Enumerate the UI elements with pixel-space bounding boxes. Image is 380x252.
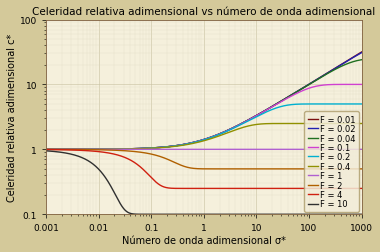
F = 10: [179, 213, 183, 216]
F = 0.02: [98, 148, 103, 151]
F = 0.2: [165, 146, 169, 149]
F = 2: [80, 148, 84, 151]
Line: F = 2: F = 2: [46, 150, 361, 169]
F = 0.04: [80, 148, 84, 151]
F = 0.02: [165, 146, 169, 149]
F = 0.02: [80, 148, 84, 151]
F = 1: [319, 148, 324, 151]
F = 4: [178, 187, 183, 190]
F = 0.02: [44, 148, 48, 151]
F = 0.04: [44, 148, 48, 151]
F = 0.01: [353, 55, 358, 58]
Legend: F = 0.01, F = 0.02, F = 0.04, F = 0.1, F = 0.2, F = 0.4, F = 1, F = 2, F = 4, F : F = 0.01, F = 0.02, F = 0.04, F = 0.1, F…: [304, 112, 359, 212]
F = 10: [44, 150, 48, 153]
F = 1: [165, 148, 169, 151]
F = 2: [178, 164, 183, 167]
F = 4: [359, 187, 364, 190]
F = 0.2: [342, 103, 347, 106]
F = 10: [80, 156, 84, 160]
F = 0.4: [80, 148, 84, 151]
F = 0.4: [319, 122, 324, 125]
F = 10: [359, 213, 364, 216]
F = 2: [353, 168, 358, 171]
F = 0.01: [165, 146, 169, 149]
Y-axis label: Celeridad relativa adimensional c*: Celeridad relativa adimensional c*: [7, 34, 17, 201]
F = 0.04: [319, 76, 324, 79]
F = 10: [163, 213, 168, 216]
F = 0.01: [98, 148, 103, 151]
F = 0.4: [353, 122, 358, 125]
X-axis label: Número de onda adimensional σ*: Número de onda adimensional σ*: [122, 235, 286, 245]
Line: F = 0.04: F = 0.04: [46, 60, 361, 150]
F = 10: [98, 170, 103, 173]
F = 1: [353, 148, 358, 151]
F = 4: [80, 149, 84, 152]
F = 0.1: [359, 84, 364, 87]
F = 4: [98, 151, 103, 154]
F = 1: [359, 148, 364, 151]
F = 1: [80, 148, 84, 151]
F = 4: [206, 187, 210, 190]
F = 1: [44, 148, 48, 151]
F = 0.4: [44, 148, 48, 151]
F = 4: [353, 187, 358, 190]
F = 0.4: [359, 122, 364, 125]
F = 0.02: [359, 52, 364, 55]
F = 10: [353, 213, 358, 216]
F = 0.4: [311, 122, 315, 125]
F = 0.02: [353, 55, 358, 58]
F = 0.2: [44, 148, 48, 151]
F = 0.1: [353, 84, 358, 87]
Line: F = 0.02: F = 0.02: [46, 53, 361, 150]
F = 2: [98, 149, 103, 152]
F = 4: [319, 187, 324, 190]
F = 0.1: [80, 148, 84, 151]
F = 0.01: [178, 144, 183, 147]
F = 0.01: [80, 148, 84, 151]
F = 0.02: [319, 76, 324, 79]
F = 0.2: [359, 103, 364, 106]
F = 1: [98, 148, 103, 151]
F = 0.04: [359, 59, 364, 62]
F = 0.04: [98, 148, 103, 151]
Line: F = 0.2: F = 0.2: [46, 105, 361, 150]
F = 2: [237, 168, 242, 171]
F = 0.02: [178, 144, 183, 147]
F = 10: [165, 213, 169, 216]
F = 0.1: [98, 148, 103, 151]
Line: F = 0.4: F = 0.4: [46, 124, 361, 150]
F = 1: [178, 148, 183, 151]
F = 0.2: [98, 148, 103, 151]
F = 0.2: [319, 103, 324, 106]
F = 4: [44, 148, 48, 151]
F = 0.01: [319, 76, 324, 79]
F = 0.4: [178, 144, 183, 147]
F = 2: [165, 158, 169, 161]
F = 0.04: [353, 60, 358, 63]
Line: F = 10: F = 10: [46, 151, 361, 214]
F = 0.01: [359, 51, 364, 54]
F = 10: [319, 213, 324, 216]
Line: F = 0.1: F = 0.1: [46, 85, 361, 150]
F = 0.4: [165, 146, 169, 149]
F = 2: [44, 148, 48, 151]
F = 0.01: [44, 148, 48, 151]
F = 0.1: [319, 84, 324, 87]
Line: F = 4: F = 4: [46, 150, 361, 189]
F = 0.1: [178, 144, 183, 147]
F = 0.2: [178, 144, 183, 147]
F = 0.04: [178, 144, 183, 147]
Title: Celeridad relativa adimensional vs número de onda adimensional: Celeridad relativa adimensional vs númer…: [32, 7, 375, 17]
F = 0.2: [80, 148, 84, 151]
F = 0.04: [165, 146, 169, 149]
Line: F = 0.01: F = 0.01: [46, 53, 361, 150]
F = 4: [165, 186, 169, 190]
F = 0.1: [165, 146, 169, 149]
F = 0.4: [98, 148, 103, 151]
F = 0.2: [353, 103, 358, 106]
F = 0.1: [44, 148, 48, 151]
F = 2: [359, 168, 364, 171]
F = 2: [319, 168, 324, 171]
